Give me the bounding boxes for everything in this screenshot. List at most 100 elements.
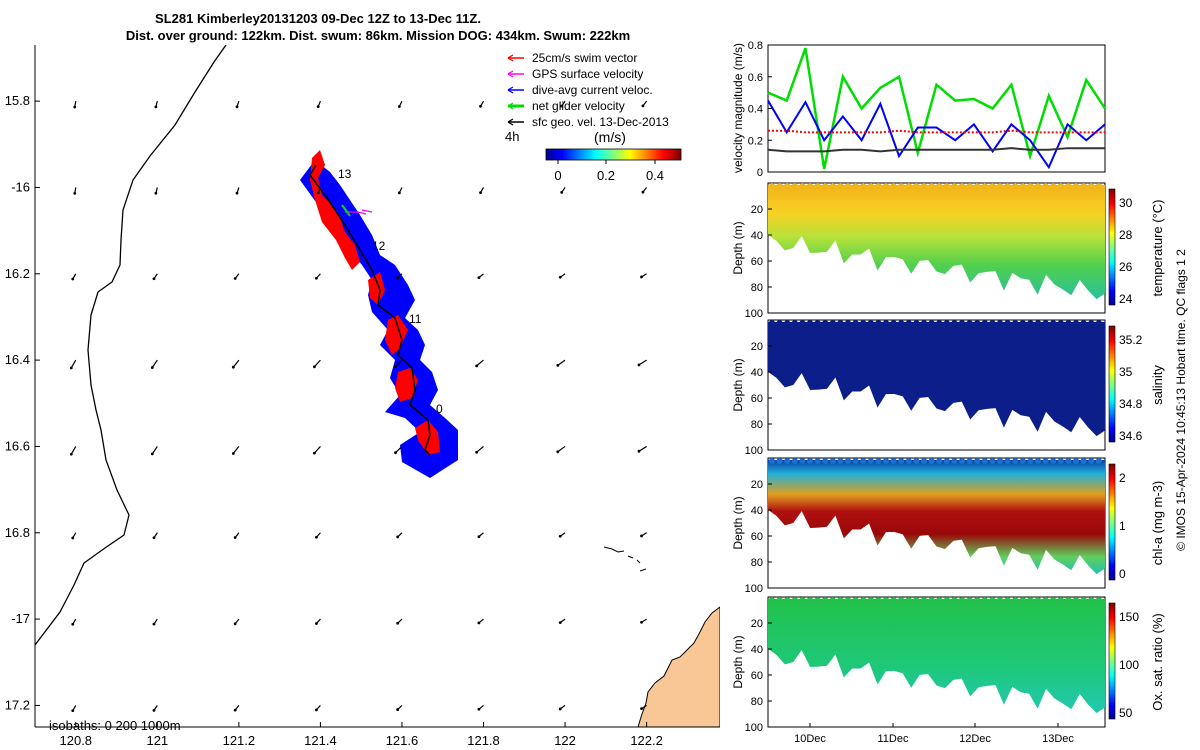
sfc-velocity-arrow xyxy=(557,445,566,453)
profile-y-tick-label: 60 xyxy=(751,393,763,405)
sfc-velocity-arrow-head xyxy=(231,452,235,455)
velocity-y-tick-label: 0.6 xyxy=(748,72,763,84)
velocity-series-line xyxy=(768,129,1105,134)
profile-surface-dot xyxy=(814,183,821,189)
profile-colorbar xyxy=(1108,602,1116,720)
map-x-tick-label: 120.8 xyxy=(60,733,93,748)
profile-surface-dot xyxy=(1004,597,1011,603)
profile-y-tick-label: 40 xyxy=(751,644,763,656)
profile-surface-dot xyxy=(974,183,981,189)
profile-surface-dot xyxy=(1035,183,1041,189)
profile-data-body xyxy=(768,185,1105,300)
velocity-y-tick-label: 0.2 xyxy=(748,135,763,147)
profile-surface-dot xyxy=(1012,183,1019,189)
map-y-ticks: 15.8 -16 16.2 16.4 16.6 16.8 -17 17.2 xyxy=(5,93,40,712)
profile-surface-dot xyxy=(1057,458,1064,464)
profile-surface-dot xyxy=(1012,458,1019,464)
profile-surface-dot xyxy=(997,597,1003,603)
profile-surface-dot xyxy=(913,320,920,326)
profile-surface-dot xyxy=(1042,597,1049,603)
profile-surface-dot xyxy=(1057,597,1064,603)
sfc-velocity-arrow-head xyxy=(71,536,75,540)
velocity-panel: 0.8 0.6 0.4 0.2 0 velocity magnitude (m/s) xyxy=(731,40,1107,179)
profile-surface-dot xyxy=(1050,183,1057,189)
profile-surface-dot xyxy=(1042,458,1049,464)
profile-surface-dot xyxy=(936,183,943,189)
profile-surface-dot xyxy=(1095,320,1102,326)
sfc-velocity-arrow-head xyxy=(477,707,481,711)
profile-y-tick-label: 20 xyxy=(751,341,763,353)
sfc-velocity-arrow xyxy=(638,359,647,366)
profile-surface-dot xyxy=(1073,597,1079,603)
profile-surface-dot xyxy=(1019,597,1026,603)
sfc-velocity-arrow-head xyxy=(640,275,643,279)
profile-y-tick-label: 60 xyxy=(751,670,763,682)
profile-surface-dot xyxy=(845,183,851,189)
sfc-velocity-arrow-head xyxy=(641,104,645,108)
profile-surface-dot xyxy=(1080,183,1087,189)
legend-arrowhead xyxy=(507,102,514,110)
map-axes: 13 12 11 0 15.8 -16 16.2 16.4 16.6 16.8 -17 17.… xyxy=(5,45,720,748)
profile-surface-dot xyxy=(921,458,927,464)
profile-surface-dot xyxy=(829,597,836,603)
profile-colorbar-tick: 50 xyxy=(1119,706,1133,720)
legend-arrowhead xyxy=(507,118,514,126)
copyright-note: © IMOS 15-Apr-2024 10:45:13 Hobart time.… xyxy=(1174,249,1188,551)
profile-surface-dot xyxy=(867,458,874,464)
profile-surface-dot xyxy=(921,597,927,603)
profile-surface-dot xyxy=(769,458,775,464)
day-label-13: 13 xyxy=(338,167,352,181)
sfc-velocity-arrow-head xyxy=(558,707,562,711)
profile-surface-dot xyxy=(890,458,897,464)
colorbar-tick-0.2: 0.2 xyxy=(597,168,615,183)
profile-surface-dot xyxy=(875,183,882,189)
time-tick-label: 12Dec xyxy=(959,733,991,745)
sfc-velocity-arrow-head xyxy=(150,366,154,369)
profile-surface-dot xyxy=(936,458,943,464)
profile-surface-dot xyxy=(966,320,973,326)
map-x-tick-label: 121.2 xyxy=(223,733,256,748)
profile-surface-dot xyxy=(860,183,867,189)
sfc-velocity-arrow-head xyxy=(315,276,318,280)
profile-surface-dot xyxy=(791,320,798,326)
sfc-velocity-arrow-head xyxy=(152,708,156,712)
land-mass xyxy=(637,606,720,727)
profile-surface-dot xyxy=(1042,320,1049,326)
profile-surface-dot xyxy=(951,320,958,326)
profile-colorbar xyxy=(1108,325,1116,443)
profile-surface-dot xyxy=(829,183,836,189)
figure-title-line1: SL281 Kimberley20131203 09-Dec 12Z to 13… xyxy=(155,11,481,26)
profile-surface-dot xyxy=(1019,458,1026,464)
profile-surface-dot xyxy=(791,183,798,189)
sfc-velocity-arrow-head xyxy=(71,277,75,281)
profile-surface-dot xyxy=(837,183,844,189)
profile-surface-dot xyxy=(1065,183,1072,189)
profile-surface-dot xyxy=(928,458,935,464)
sfc-velocity-arrow-head xyxy=(397,191,401,195)
sfc-velocity-arrow xyxy=(151,359,158,368)
profile-surface-dot xyxy=(1050,597,1057,603)
sfc-velocity-arrows xyxy=(69,100,648,713)
profile-colorbar-tick: 24 xyxy=(1119,292,1133,306)
net-glider-arrows xyxy=(341,204,351,217)
profile-y-tick-label: 20 xyxy=(751,204,763,216)
legend-arrowhead xyxy=(507,70,514,78)
profile-y-tick-label: 100 xyxy=(745,308,763,320)
profile-surface-dot xyxy=(913,597,920,603)
profile-surface-dot xyxy=(784,320,791,326)
profile-surface-dot xyxy=(1080,458,1087,464)
profile-surface-dot xyxy=(1004,458,1011,464)
legend-label: GPS surface velocity xyxy=(532,67,643,81)
map-y-tick-label: -17 xyxy=(11,611,30,626)
profile-surface-dot xyxy=(1080,320,1087,326)
profile-surface-dot xyxy=(966,183,973,189)
profile-surface-dot xyxy=(875,320,882,326)
profile-surface-dot xyxy=(1073,320,1079,326)
colorbar-tick-0: 0 xyxy=(554,168,561,183)
profile-surface-dot xyxy=(936,597,943,603)
profile-surface-dot xyxy=(807,320,813,326)
profile-surface-dot xyxy=(943,597,950,603)
profile-surface-dot xyxy=(1035,458,1041,464)
profile-surface-dot xyxy=(981,183,988,189)
